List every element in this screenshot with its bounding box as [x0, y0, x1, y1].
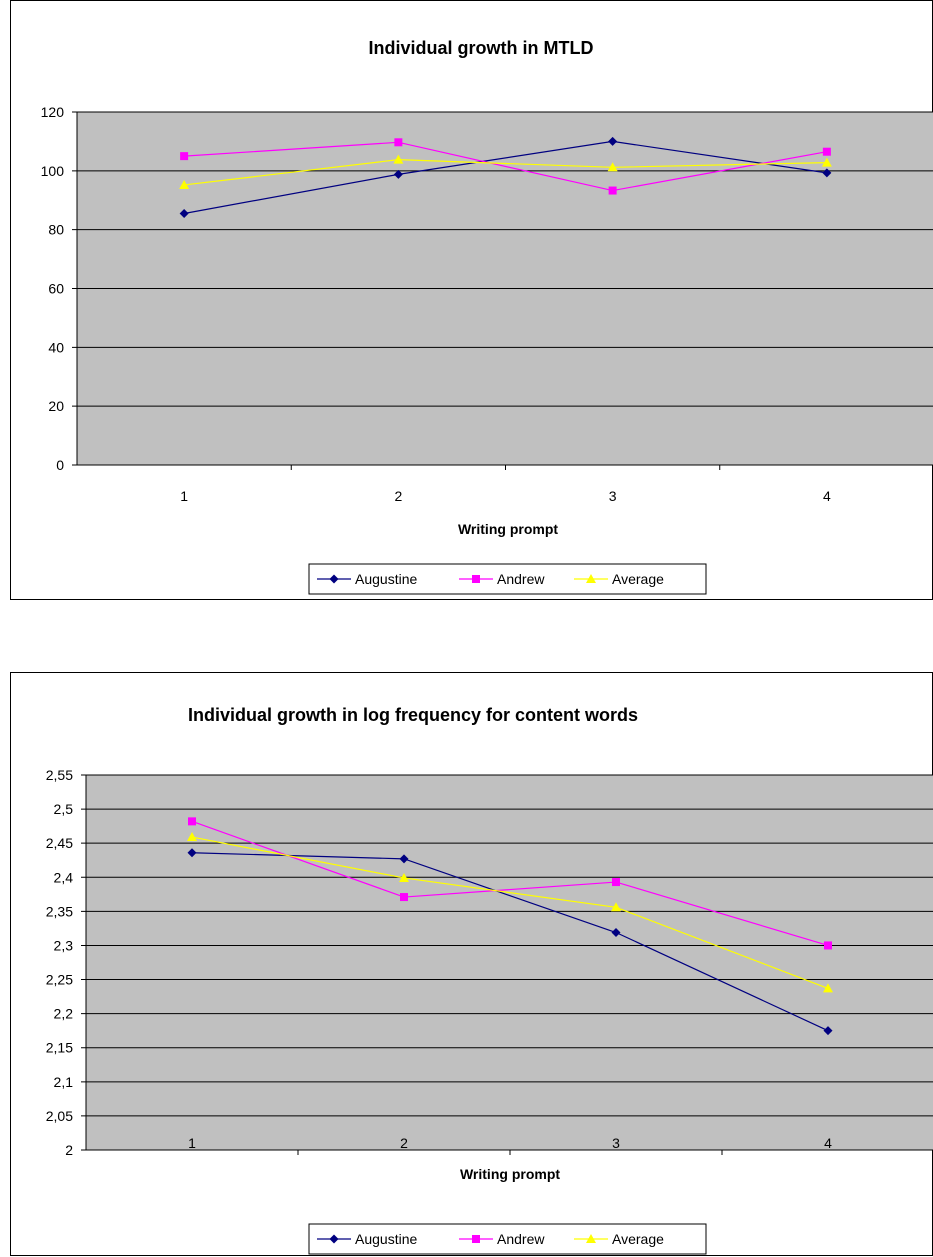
data-point	[611, 928, 621, 937]
legend-marker	[472, 575, 480, 583]
legend-marker	[329, 574, 339, 584]
log-frequency-chart: Individual growth in log frequency for c…	[10, 672, 933, 1256]
plot-area	[85, 774, 933, 1151]
data-point	[822, 168, 832, 178]
data-point	[608, 136, 618, 146]
legend-box	[308, 1223, 707, 1255]
y-tick-label: 100	[41, 163, 65, 179]
y-tick-label: 0	[56, 457, 64, 473]
data-point	[188, 817, 196, 826]
mtld-chart: Individual growth in MTLD Writing prompt…	[10, 0, 933, 600]
data-point	[179, 179, 190, 189]
series-line	[184, 141, 827, 192]
legend: Augustine Andrew Average	[308, 1223, 707, 1255]
y-tick-label: 2,3	[54, 937, 74, 953]
x-tick-label: 4	[823, 488, 831, 504]
x-tick-label: 1	[188, 1135, 196, 1151]
data-point	[394, 138, 403, 147]
y-tick-label: 2,05	[46, 1108, 73, 1124]
x-tick-label: 3	[612, 1135, 620, 1151]
data-point	[608, 186, 617, 195]
legend-label: Augustine	[355, 1231, 417, 1247]
y-tick-label: 2,25	[46, 972, 73, 988]
series-andrew	[180, 138, 831, 195]
chart-title: Individual growth in MTLD	[369, 38, 594, 58]
series-augustine	[187, 848, 833, 1036]
data-point	[823, 983, 833, 993]
y-tick-label: 2,4	[54, 869, 74, 885]
series-line	[184, 159, 827, 186]
y-tick-label: 2,1	[54, 1074, 74, 1090]
x-tick-label: 3	[609, 488, 617, 504]
series-augustine	[179, 136, 832, 218]
legend-marker	[586, 574, 596, 583]
legend: Augustine Andrew Average	[308, 563, 707, 595]
mtld-chart-svg: Individual growth in MTLD Writing prompt…	[41, 38, 933, 595]
chart-title: Individual growth in log frequency for c…	[188, 705, 638, 725]
series-andrew	[188, 817, 832, 950]
y-tick-label: 2,35	[46, 903, 73, 919]
data-point	[180, 152, 189, 161]
legend-label: Andrew	[497, 571, 545, 587]
data-point	[399, 854, 409, 864]
legend-marker	[472, 1235, 480, 1243]
data-point	[822, 147, 831, 156]
data-point	[824, 941, 832, 950]
legend-marker	[586, 1234, 596, 1243]
data-point	[179, 208, 189, 218]
series-line	[191, 836, 829, 989]
x-tick-label: 2	[394, 488, 402, 504]
y-tick-label: 40	[48, 339, 64, 355]
legend-label: Average	[612, 1231, 664, 1247]
y-tick-label: 120	[41, 104, 65, 120]
data-point	[187, 848, 197, 858]
y-tick-label: 2,15	[46, 1040, 73, 1056]
data-point	[612, 878, 620, 887]
data-point	[400, 893, 408, 902]
data-point	[393, 169, 403, 179]
x-axis-label: Writing prompt	[458, 521, 558, 537]
data-point	[821, 157, 832, 167]
legend-marker	[329, 1234, 339, 1244]
series-line	[191, 820, 829, 947]
data-point	[823, 1026, 833, 1036]
series-average	[179, 154, 832, 189]
y-tick-label: 80	[48, 222, 64, 238]
y-tick-label: 2,45	[46, 835, 73, 851]
series-average	[187, 832, 833, 993]
data-point	[607, 162, 618, 172]
series-line	[191, 852, 829, 1032]
data-point	[393, 154, 404, 164]
series-line	[184, 140, 827, 215]
data-point	[187, 832, 197, 842]
y-tick-label: 2,2	[54, 1006, 74, 1022]
legend-label: Average	[612, 571, 664, 587]
legend-box	[308, 563, 707, 595]
data-point	[611, 902, 621, 912]
log-frequency-chart-svg: Individual growth in log frequency for c…	[46, 705, 933, 1255]
x-tick-label: 4	[824, 1135, 832, 1151]
y-tick-label: 2,5	[54, 801, 74, 817]
y-tick-label: 2	[65, 1142, 73, 1158]
y-tick-label: 20	[48, 398, 64, 414]
x-tick-label: 1	[180, 488, 188, 504]
x-tick-label: 2	[400, 1135, 408, 1151]
legend-label: Augustine	[355, 571, 417, 587]
x-axis-label: Writing prompt	[460, 1166, 560, 1182]
y-tick-label: 60	[48, 281, 64, 297]
legend-label: Andrew	[497, 1231, 545, 1247]
y-tick-label: 2,55	[46, 767, 73, 783]
data-point	[399, 872, 409, 882]
